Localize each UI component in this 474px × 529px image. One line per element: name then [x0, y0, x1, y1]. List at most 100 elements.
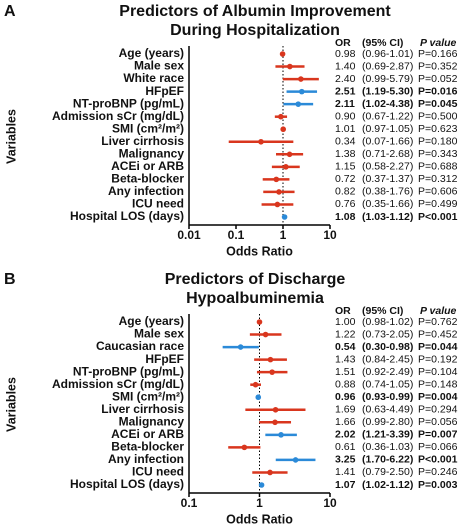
ci-value: (0.93-0.99) [362, 391, 413, 403]
ci-value: (0.92-2.49) [362, 366, 413, 378]
ci-value: (0.67-1.22) [362, 110, 413, 122]
ci-value: (1.02-1.12) [362, 479, 413, 491]
panel-label: A [4, 3, 16, 20]
p-value: P=0.180 [418, 136, 458, 148]
x-tick-label: 0.1 [181, 496, 198, 510]
or-value: 1.41 [335, 466, 356, 478]
odds-ratio-point [283, 164, 289, 170]
odds-ratio-point [280, 126, 287, 133]
odds-ratio-point [274, 201, 281, 208]
p-value: P=0.003 [418, 479, 458, 491]
p-value: P=0.016 [418, 85, 458, 97]
p-value: P=0.352 [418, 60, 458, 72]
or-value: 0.90 [335, 110, 356, 122]
chart-title: During Hospitalization [170, 22, 340, 39]
or-value: 0.82 [335, 186, 356, 198]
p-value: P=0.246 [418, 466, 458, 478]
table-header: OR [335, 305, 351, 317]
ci-value: (0.07-1.66) [362, 136, 413, 148]
ci-value: (1.03-1.12) [362, 211, 413, 223]
odds-ratio-point [258, 138, 264, 145]
odds-ratio-point [252, 381, 259, 388]
or-value: 1.66 [335, 416, 356, 428]
ci-value: (1.19-5.30) [362, 85, 413, 97]
category-label: Any infection [108, 184, 184, 198]
odds-ratio-point [237, 344, 244, 350]
chart-title: Hypoalbuminemia [186, 290, 324, 307]
or-value: 1.43 [335, 353, 356, 365]
odds-ratio-point [241, 444, 248, 451]
p-value: P=0.166 [418, 48, 458, 60]
category-label: Any infection [108, 452, 184, 466]
category-label: ICU need [132, 197, 184, 211]
odds-ratio-point [278, 432, 284, 438]
or-value: 0.96 [335, 391, 356, 403]
ci-value: (0.58-2.27) [362, 161, 413, 173]
ci-value: (0.73-2.05) [362, 328, 413, 340]
category-label: Age (years) [119, 46, 184, 60]
or-value: 1.40 [335, 60, 356, 72]
odds-ratio-point [292, 457, 299, 463]
or-value: 2.40 [335, 73, 356, 85]
or-value: 0.88 [335, 378, 356, 390]
odds-ratio-point [295, 101, 302, 107]
or-value: 1.22 [335, 328, 356, 340]
y-axis-label: Variables [4, 377, 18, 432]
odds-ratio-point [272, 406, 279, 413]
or-value: 1.07 [335, 479, 356, 491]
ci-value: (0.38-1.76) [362, 186, 413, 198]
category-label: HFpEF [145, 84, 184, 98]
p-value: P=0.606 [418, 186, 458, 198]
category-label: Male sex [134, 327, 184, 341]
p-value: P=0.688 [418, 161, 458, 173]
category-label: Liver cirrhosis [101, 402, 184, 416]
category-label: SMI (cm²/m²) [112, 121, 184, 135]
or-value: 1.38 [335, 148, 356, 160]
category-label: Malignancy [119, 146, 185, 160]
ci-value: (1.70-6.22) [362, 454, 413, 466]
or-value: 1.51 [335, 366, 356, 378]
ci-value: (0.79-2.50) [362, 466, 413, 478]
category-label: Malignancy [119, 414, 185, 428]
x-tick-label: 10 [323, 496, 337, 510]
p-value: P=0.007 [418, 429, 458, 441]
odds-ratio-point [272, 419, 278, 426]
or-value: 0.54 [335, 341, 356, 353]
panel-label: B [4, 271, 16, 288]
odds-ratio-point [286, 151, 293, 158]
category-label: Age (years) [119, 314, 184, 328]
odds-ratio-point [273, 176, 280, 183]
p-value: P=0.294 [418, 404, 458, 416]
odds-ratio-point [298, 76, 304, 82]
or-value: 1.69 [335, 404, 356, 416]
or-value: 2.02 [335, 429, 356, 441]
category-label: SMI (cm²/m²) [112, 389, 184, 403]
ci-value: (0.96-1.01) [362, 48, 413, 60]
ci-value: (0.99-2.80) [362, 416, 413, 428]
category-label: NT-proBNP (pg/mL) [73, 96, 184, 110]
ci-value: (0.35-1.66) [362, 198, 413, 210]
odds-ratio-point [262, 331, 269, 338]
or-value: 1.15 [335, 161, 356, 173]
chart-title: Predictors of Albumin Improvement [119, 3, 391, 20]
or-value: 1.00 [335, 316, 356, 328]
category-label: Male sex [134, 59, 184, 73]
odds-ratio-point [255, 394, 262, 401]
odds-ratio-point [258, 482, 265, 488]
odds-ratio-point [279, 51, 286, 57]
table-header: OR [335, 37, 351, 49]
or-value: 1.01 [335, 123, 356, 135]
p-value: P=0.066 [418, 441, 458, 453]
x-tick-label: 1 [280, 228, 287, 242]
p-value: P=0.499 [418, 198, 458, 210]
table-header: (95% CI) [362, 305, 403, 317]
or-value: 0.61 [335, 441, 356, 453]
odds-ratio-point [281, 214, 288, 220]
p-value: P<0.001 [418, 211, 458, 223]
category-label: Admission sCr (mg/dL) [52, 109, 184, 123]
odds-ratio-point [267, 469, 273, 476]
ci-value: (0.97-1.05) [362, 123, 413, 135]
odds-ratio-point [267, 356, 274, 363]
category-label: ACEi or ARB [111, 427, 184, 441]
